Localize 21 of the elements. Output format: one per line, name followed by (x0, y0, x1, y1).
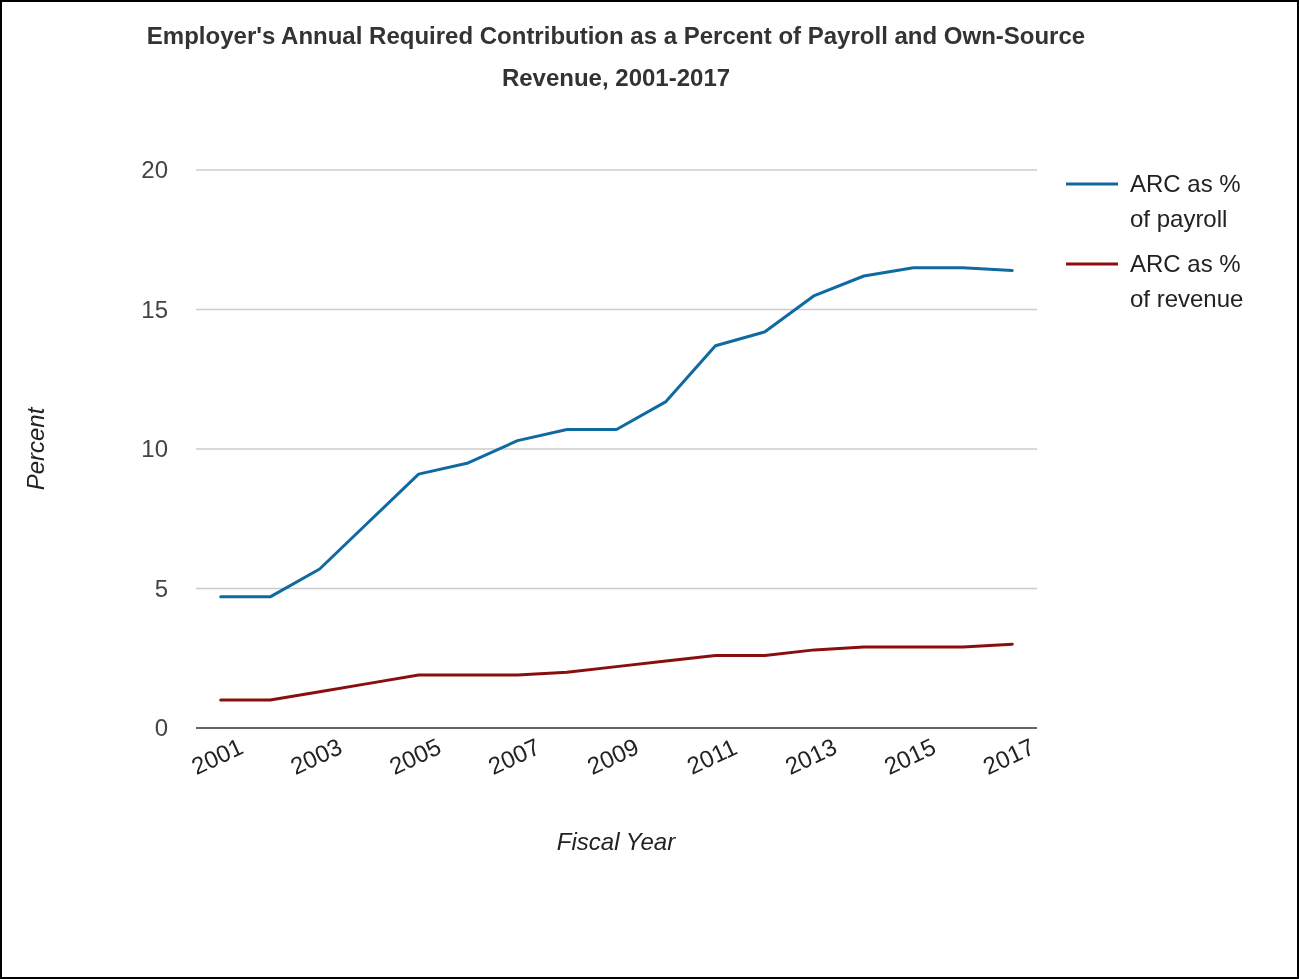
x-tick-label: 2007 (484, 732, 544, 780)
chart-title: Employer's Annual Required Contribution as a Percent of Payroll and Own-Source Revenue, 2001-2017 (146, 22, 1086, 91)
y-tick-label: 5 (154, 574, 168, 602)
x-tick-label: 2005 (385, 732, 445, 780)
line-series (219, 642, 1014, 702)
x-tick-label: 2003 (286, 732, 346, 780)
y-tick-label: 15 (141, 295, 168, 323)
x-tick-label: 2009 (583, 732, 643, 780)
y-tick-label: 10 (141, 435, 168, 463)
x-axis-title: Fiscal Year (556, 828, 677, 855)
legend-label: ARC as % of revenue (1130, 250, 1244, 313)
x-tick-label: 2015 (879, 732, 940, 780)
y-tick-label: 0 (154, 714, 168, 742)
y-axis-title: Percent (22, 406, 49, 491)
x-tick-label: 2011 (682, 733, 741, 780)
x-tick-label: 2017 (978, 732, 1039, 780)
x-tick-label: 2001 (187, 732, 248, 780)
line-series (219, 266, 1014, 599)
legend-label: ARC as % of payroll (1130, 170, 1241, 233)
x-tick-label: 2013 (780, 732, 841, 780)
y-tick-label: 20 (141, 156, 168, 184)
